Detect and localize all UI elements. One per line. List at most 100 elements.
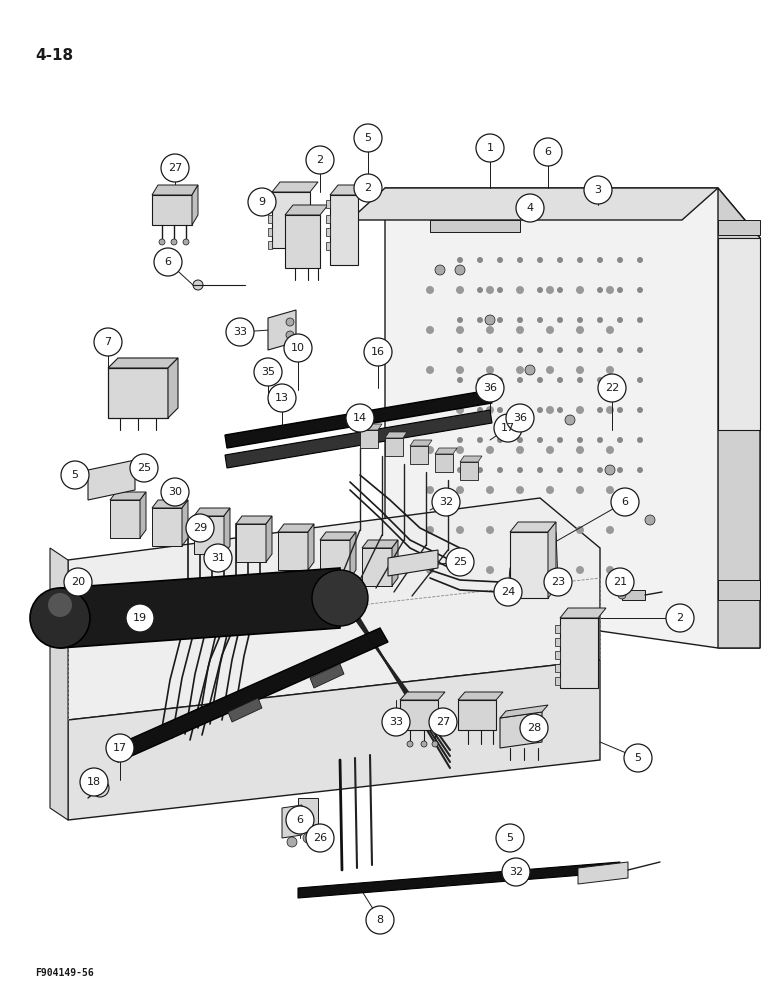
Circle shape: [306, 824, 334, 852]
Circle shape: [286, 806, 314, 834]
Polygon shape: [360, 430, 378, 448]
Circle shape: [537, 257, 543, 263]
Circle shape: [537, 347, 543, 353]
Polygon shape: [152, 500, 188, 508]
Polygon shape: [555, 677, 560, 685]
Text: 22: 22: [604, 383, 619, 393]
Circle shape: [457, 347, 463, 353]
Polygon shape: [194, 508, 230, 516]
Circle shape: [598, 374, 626, 402]
Circle shape: [94, 328, 122, 356]
Polygon shape: [388, 550, 438, 576]
Polygon shape: [320, 540, 350, 578]
Circle shape: [186, 514, 214, 542]
Circle shape: [546, 446, 554, 454]
Polygon shape: [110, 492, 146, 500]
Circle shape: [516, 566, 524, 574]
Text: 6: 6: [296, 815, 303, 825]
Circle shape: [637, 317, 643, 323]
Circle shape: [606, 286, 614, 294]
Polygon shape: [68, 498, 600, 720]
Polygon shape: [225, 410, 492, 468]
Circle shape: [306, 146, 334, 174]
Polygon shape: [268, 215, 272, 223]
Circle shape: [577, 437, 583, 443]
Text: 4-18: 4-18: [35, 48, 73, 63]
Polygon shape: [410, 440, 432, 446]
Circle shape: [497, 257, 503, 263]
Circle shape: [477, 407, 483, 413]
Text: 20: 20: [71, 577, 85, 587]
Circle shape: [303, 833, 313, 843]
Polygon shape: [152, 185, 198, 195]
Polygon shape: [500, 705, 548, 718]
Circle shape: [30, 588, 90, 648]
Text: 27: 27: [168, 163, 182, 173]
Circle shape: [426, 486, 434, 494]
Circle shape: [254, 358, 282, 386]
Text: 17: 17: [113, 743, 127, 753]
Circle shape: [576, 566, 584, 574]
Circle shape: [486, 366, 494, 374]
Circle shape: [486, 526, 494, 534]
Circle shape: [597, 467, 603, 473]
Circle shape: [502, 858, 530, 886]
Circle shape: [637, 407, 643, 413]
Polygon shape: [268, 310, 296, 350]
Circle shape: [435, 265, 445, 275]
Text: 25: 25: [453, 557, 467, 567]
Circle shape: [557, 347, 563, 353]
Text: 13: 13: [275, 393, 289, 403]
Polygon shape: [330, 185, 366, 195]
Circle shape: [154, 248, 182, 276]
Circle shape: [516, 366, 524, 374]
Circle shape: [366, 906, 394, 934]
Circle shape: [597, 317, 603, 323]
Text: 7: 7: [105, 337, 112, 347]
Circle shape: [494, 578, 522, 606]
Polygon shape: [385, 188, 760, 648]
Polygon shape: [60, 568, 340, 648]
Circle shape: [517, 257, 523, 263]
Circle shape: [486, 486, 494, 494]
Circle shape: [382, 708, 410, 736]
Text: 24: 24: [501, 587, 515, 597]
Circle shape: [597, 407, 603, 413]
Circle shape: [457, 467, 463, 473]
Circle shape: [637, 257, 643, 263]
Circle shape: [557, 317, 563, 323]
Circle shape: [456, 406, 464, 414]
Text: 36: 36: [513, 413, 527, 423]
Polygon shape: [385, 438, 403, 456]
Circle shape: [557, 437, 563, 443]
Circle shape: [606, 406, 614, 414]
Circle shape: [457, 437, 463, 443]
Circle shape: [161, 154, 189, 182]
Circle shape: [486, 326, 494, 334]
Circle shape: [637, 287, 643, 293]
Circle shape: [486, 446, 494, 454]
Polygon shape: [718, 188, 760, 648]
Text: 6: 6: [622, 497, 629, 507]
Circle shape: [617, 467, 623, 473]
Circle shape: [617, 377, 623, 383]
Circle shape: [597, 437, 603, 443]
Circle shape: [477, 257, 483, 263]
Circle shape: [193, 280, 203, 290]
Polygon shape: [326, 228, 330, 236]
Circle shape: [426, 406, 434, 414]
Circle shape: [287, 837, 297, 847]
Text: 33: 33: [233, 327, 247, 337]
Text: 19: 19: [133, 613, 147, 623]
Circle shape: [546, 486, 554, 494]
Circle shape: [497, 407, 503, 413]
Circle shape: [421, 741, 427, 747]
Circle shape: [517, 347, 523, 353]
Circle shape: [426, 286, 434, 294]
Circle shape: [517, 407, 523, 413]
Circle shape: [126, 604, 154, 632]
Circle shape: [611, 488, 639, 516]
Text: 18: 18: [87, 777, 101, 787]
Polygon shape: [555, 625, 560, 633]
Polygon shape: [268, 228, 272, 236]
